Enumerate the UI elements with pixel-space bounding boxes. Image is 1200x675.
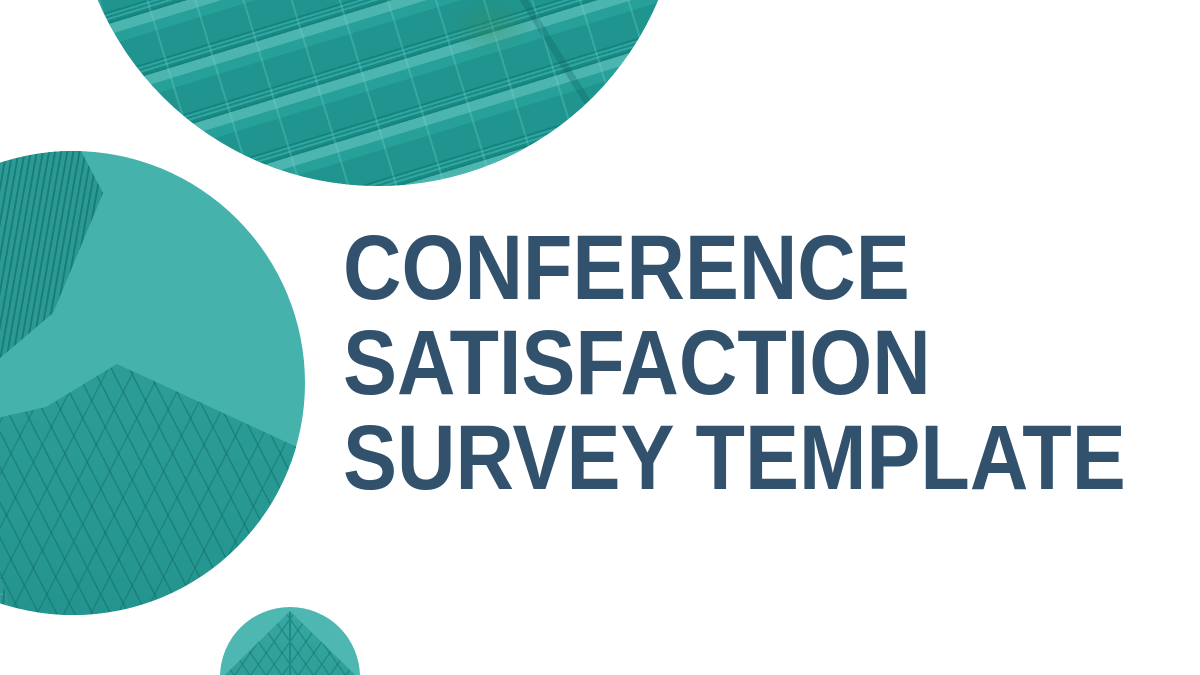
title-line-2: SATISFACTION [343,312,931,414]
title-line-3: SURVEY TEMPLATE [343,407,1126,509]
bottom-building-photo-circle [220,607,360,675]
symmetric-building-image [220,611,360,675]
top-building-photo-circle [74,0,682,186]
page-title: CONFERENCE SATISFACTION SURVEY TEMPLATE [343,221,1126,506]
building-facade-image [74,0,682,186]
title-line-1: CONFERENCE [343,217,910,319]
left-building-photo-circle [0,151,305,615]
balcony-foliage-accent [430,0,550,66]
